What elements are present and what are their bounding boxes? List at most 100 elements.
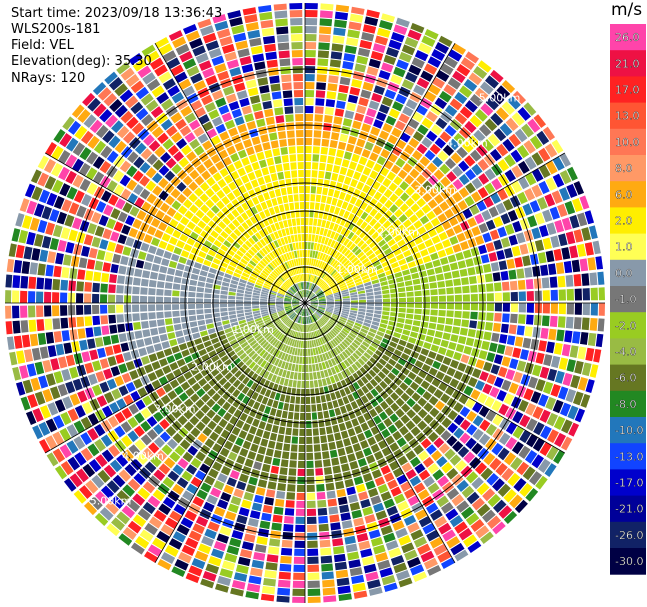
velocity-gate (468, 356, 478, 367)
velocity-gate (380, 525, 393, 536)
velocity-gate (152, 185, 163, 197)
velocity-gate (89, 398, 101, 411)
velocity-gate (201, 393, 211, 403)
velocity-gate (422, 522, 436, 535)
velocity-gate (229, 318, 238, 323)
velocity-gate (31, 247, 41, 261)
velocity-gate (13, 259, 23, 274)
velocity-gate (379, 205, 388, 215)
velocity-gate (503, 489, 517, 503)
velocity-gate (252, 300, 260, 303)
velocity-gate (217, 363, 226, 372)
velocity-gate (165, 225, 175, 235)
velocity-gate (340, 314, 348, 319)
velocity-gate (335, 263, 343, 271)
velocity-gate (227, 433, 237, 443)
velocity-gate (349, 460, 359, 470)
velocity-gate (209, 431, 219, 442)
velocity-gate (328, 147, 337, 156)
velocity-gate (20, 396, 31, 411)
velocity-gate (250, 273, 258, 279)
velocity-gate (362, 472, 373, 483)
velocity-gate (553, 342, 563, 355)
velocity-gate (210, 194, 220, 204)
velocity-gate (278, 312, 286, 317)
velocity-gate (389, 193, 399, 203)
velocity-gate (39, 346, 49, 359)
velocity-gate (73, 190, 85, 203)
velocity-gate (444, 325, 453, 333)
velocity-gate (335, 569, 349, 579)
velocity-gate (518, 291, 526, 301)
velocity-gate (246, 583, 261, 593)
velocity-gate (294, 548, 305, 556)
velocity-gate (155, 36, 170, 49)
velocity-gate (404, 318, 413, 325)
velocity-gate (196, 489, 208, 500)
velocity-gate (472, 428, 484, 441)
velocity-gate (52, 292, 60, 303)
velocity-gate (417, 489, 430, 501)
velocity-gate (232, 218, 241, 228)
velocity-gate (391, 367, 400, 376)
velocity-gate (230, 366, 239, 375)
velocity-gate (199, 463, 210, 474)
velocity-gate (102, 262, 111, 273)
velocity-gate (266, 182, 274, 191)
velocity-gate (293, 297, 300, 301)
velocity-gate (156, 319, 165, 327)
velocity-gate (292, 303, 300, 306)
velocity-gate (327, 351, 333, 359)
velocity-gate (362, 246, 371, 254)
velocity-gate (490, 262, 500, 272)
velocity-gate (390, 298, 398, 303)
velocity-gate (312, 314, 317, 322)
velocity-gate (210, 487, 222, 498)
velocity-gate (563, 260, 573, 274)
velocity-gate (264, 108, 274, 118)
velocity-gate (329, 222, 335, 230)
velocity-gate (292, 380, 297, 388)
velocity-gate (474, 235, 485, 246)
velocity-gate (269, 346, 276, 355)
velocity-gate (397, 500, 409, 512)
velocity-gate (295, 508, 305, 516)
velocity-gate (407, 240, 416, 249)
velocity-gate (150, 327, 159, 336)
velocity-gate (80, 416, 92, 430)
velocity-gate (170, 131, 183, 143)
velocity-gate (343, 176, 352, 185)
velocity-gate (294, 295, 301, 300)
velocity-gate (143, 134, 155, 147)
velocity-gate (453, 132, 466, 145)
velocity-gate (315, 194, 322, 203)
velocity-gate (296, 484, 305, 492)
velocity-gate (52, 318, 61, 330)
velocity-gate (314, 106, 324, 114)
velocity-gate (64, 214, 75, 227)
velocity-gate (16, 350, 26, 364)
velocity-gate (287, 290, 294, 296)
velocity-gate (479, 81, 494, 95)
velocity-gate (302, 364, 305, 372)
velocity-gate (165, 372, 176, 382)
velocity-gate (375, 137, 386, 148)
velocity-gate (511, 165, 523, 178)
velocity-gate (379, 567, 394, 578)
velocity-gate (528, 471, 543, 486)
velocity-gate (251, 136, 261, 146)
velocity-gate (249, 325, 257, 331)
velocity-gate (456, 381, 467, 393)
velocity-gate (76, 316, 85, 327)
velocity-gate (141, 44, 156, 57)
velocity-gate (405, 255, 414, 263)
velocity-gate (417, 543, 431, 555)
velocity-gate (285, 227, 290, 236)
velocity-gate (264, 149, 273, 159)
velocity-gate (34, 361, 45, 375)
velocity-gate (416, 197, 427, 208)
velocity-gate (527, 376, 539, 389)
velocity-gate (316, 277, 321, 285)
velocity-gate (392, 520, 405, 531)
velocity-gate (312, 250, 316, 258)
